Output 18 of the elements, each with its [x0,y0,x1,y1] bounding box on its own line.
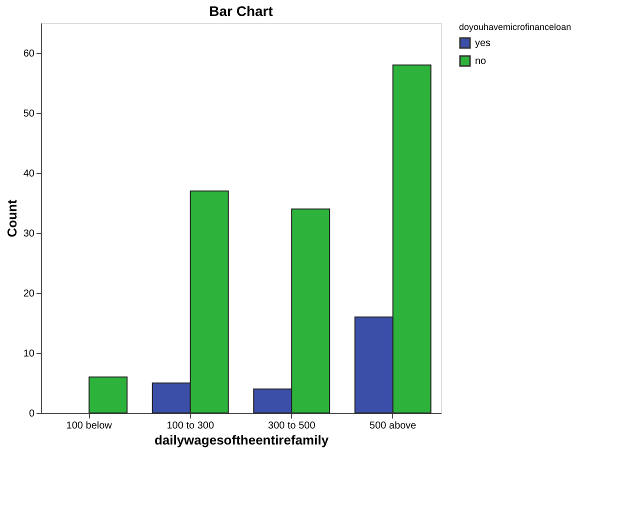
y-tick-label: 40 [23,168,35,180]
x-tick-label: 300 to 500 [268,420,316,432]
x-tick-label: 100 to 300 [166,420,214,432]
y-axis-title: Count [4,199,20,238]
y-tick-label: 10 [23,348,35,360]
x-tick-label: 500 above [370,420,417,432]
chart-title: Bar Chart [209,3,274,19]
y-tick-label: 30 [23,228,35,240]
y-tick-label: 20 [23,288,35,300]
legend-label: no [475,56,487,67]
x-tick-label: 100 below [66,420,113,432]
x-axis-title: dailywagesoftheentirefamily [154,432,330,448]
legend-title: doyouhavemicrofinanceloan [459,22,572,32]
bar [88,376,128,414]
y-tick-label: 50 [23,108,35,120]
y-tick-label: 60 [23,48,35,60]
legend-label: yes [475,38,491,49]
y-tick-label: 0 [28,408,35,420]
